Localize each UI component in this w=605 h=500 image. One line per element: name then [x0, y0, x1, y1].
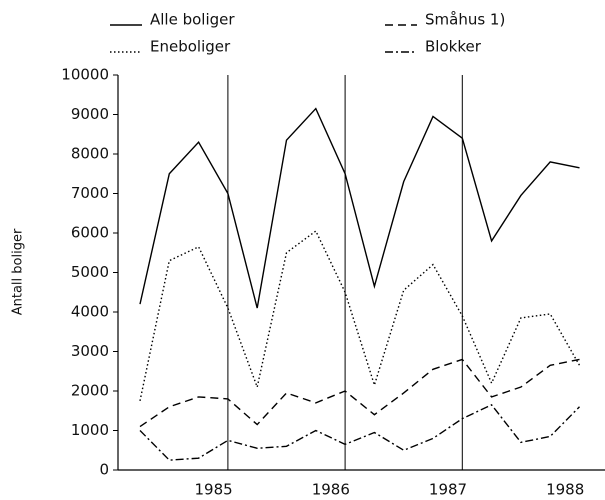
x-tick-label: 1987 — [429, 481, 467, 499]
x-tick-label: 1985 — [195, 481, 233, 499]
y-tick-label: 10000 — [61, 66, 109, 84]
y-tick-label: 0 — [99, 461, 109, 479]
y-axis-label: Antall boliger — [11, 228, 26, 315]
line-series — [139, 403, 580, 461]
y-tick-label: 1000 — [71, 421, 109, 439]
y-tick-label: 4000 — [71, 303, 109, 321]
x-tick-label: 1988 — [546, 481, 584, 499]
legend-label: Blokker — [425, 38, 482, 56]
line-series — [139, 107, 580, 309]
legend-label: Alle boliger — [150, 11, 235, 29]
y-tick-label: 3000 — [71, 342, 109, 360]
legend-label: Småhus 1) — [425, 11, 505, 29]
legend-label: Eneboliger — [150, 38, 231, 56]
line-series — [139, 358, 580, 428]
y-tick-label: 8000 — [71, 145, 109, 163]
y-tick-label: 7000 — [71, 184, 109, 202]
y-tick-label: 6000 — [71, 224, 109, 242]
line-series — [139, 229, 581, 402]
y-tick-label: 9000 — [71, 105, 109, 123]
y-tick-label: 2000 — [71, 382, 109, 400]
x-tick-label: 1986 — [312, 481, 350, 499]
y-tick-label: 5000 — [71, 263, 109, 281]
